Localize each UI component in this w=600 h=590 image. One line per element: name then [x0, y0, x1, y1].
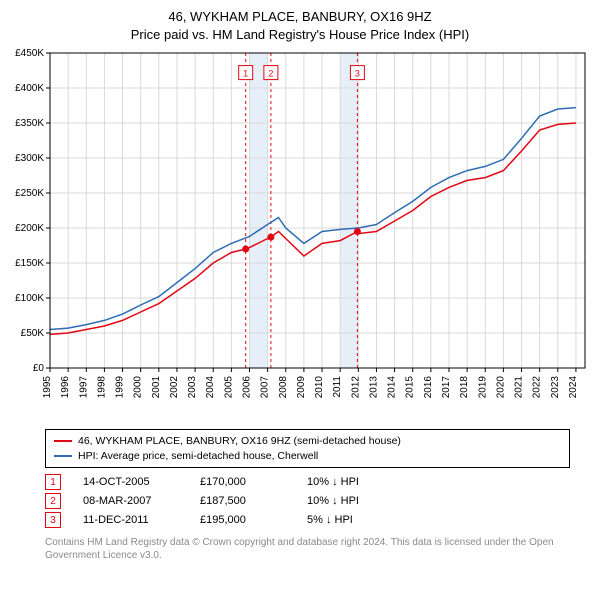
svg-text:1996: 1996 [60, 376, 71, 399]
svg-text:£400K: £400K [15, 83, 44, 94]
svg-text:2002: 2002 [169, 376, 180, 399]
sale-row: 1 14-OCT-2005 £170,000 10% ↓ HPI [45, 474, 570, 490]
line-chart-svg: £0 £50K £100K £150K £200K £250K £300K £350K £400… [0, 43, 600, 423]
sales-list: 1 14-OCT-2005 £170,000 10% ↓ HPI 2 08-MA… [45, 474, 570, 528]
svg-text:2023: 2023 [550, 376, 561, 399]
svg-text:£300K: £300K [15, 153, 44, 164]
svg-text:£150K: £150K [15, 258, 44, 269]
sale-date: 08-MAR-2007 [83, 495, 178, 507]
svg-text:2024: 2024 [568, 376, 579, 399]
legend-label: 46, WYKHAM PLACE, BANBURY, OX16 9HZ (sem… [78, 434, 401, 449]
sale-price: £195,000 [200, 514, 285, 526]
svg-text:£50K: £50K [21, 328, 45, 339]
sale-price: £187,500 [200, 495, 285, 507]
legend: 46, WYKHAM PLACE, BANBURY, OX16 9HZ (sem… [45, 429, 570, 468]
sale-marker: 3 [45, 512, 61, 528]
chart-plot: £0 £50K £100K £150K £200K £250K £300K £350K £400… [0, 43, 600, 423]
legend-item-hpi: HPI: Average price, semi-detached house,… [54, 449, 561, 464]
svg-text:£350K: £350K [15, 118, 44, 129]
svg-text:2012: 2012 [350, 376, 361, 399]
title-line-2: Price paid vs. HM Land Registry's House … [0, 26, 600, 44]
svg-text:2008: 2008 [278, 376, 289, 399]
attribution-text: Contains HM Land Registry data © Crown c… [45, 536, 570, 562]
svg-text:£100K: £100K [15, 293, 44, 304]
sale-row: 2 08-MAR-2007 £187,500 10% ↓ HPI [45, 493, 570, 509]
chart-titles: 46, WYKHAM PLACE, BANBURY, OX16 9HZ Pric… [0, 0, 600, 43]
svg-text:2016: 2016 [423, 376, 434, 399]
svg-text:2011: 2011 [332, 376, 343, 398]
svg-text:2005: 2005 [223, 376, 234, 399]
svg-text:2010: 2010 [314, 376, 325, 399]
svg-text:2022: 2022 [532, 376, 543, 399]
svg-text:2021: 2021 [514, 376, 525, 399]
svg-text:1995: 1995 [42, 376, 53, 399]
sale-row: 3 11-DEC-2011 £195,000 5% ↓ HPI [45, 512, 570, 528]
sale-price: £170,000 [200, 476, 285, 488]
svg-text:2004: 2004 [205, 376, 216, 399]
sale-marker: 1 [45, 474, 61, 490]
svg-text:2003: 2003 [187, 376, 198, 399]
svg-text:2: 2 [268, 69, 273, 79]
svg-text:2019: 2019 [477, 376, 488, 399]
svg-text:2007: 2007 [260, 376, 271, 399]
chart-container: { "title_line1": "46, WYKHAM PLACE, BANB… [0, 0, 600, 562]
sale-date: 11-DEC-2011 [83, 514, 178, 526]
svg-text:2000: 2000 [133, 376, 144, 399]
sale-diff: 10% ↓ HPI [307, 476, 397, 488]
svg-text:£200K: £200K [15, 223, 44, 234]
svg-text:£450K: £450K [15, 48, 44, 59]
svg-text:2020: 2020 [495, 376, 506, 399]
svg-text:2015: 2015 [405, 376, 416, 399]
legend-label: HPI: Average price, semi-detached house,… [78, 449, 318, 464]
legend-swatch [54, 455, 72, 457]
svg-text:1: 1 [243, 69, 248, 79]
svg-text:2001: 2001 [151, 376, 162, 399]
title-line-1: 46, WYKHAM PLACE, BANBURY, OX16 9HZ [0, 8, 600, 26]
svg-text:2013: 2013 [368, 376, 379, 399]
svg-text:3: 3 [355, 69, 360, 79]
svg-text:2014: 2014 [387, 376, 398, 399]
svg-text:2017: 2017 [441, 376, 452, 399]
svg-text:£250K: £250K [15, 188, 44, 199]
legend-item-house: 46, WYKHAM PLACE, BANBURY, OX16 9HZ (sem… [54, 434, 561, 449]
svg-text:2006: 2006 [241, 376, 252, 399]
svg-text:2009: 2009 [296, 376, 307, 399]
svg-text:2018: 2018 [459, 376, 470, 399]
svg-text:£0: £0 [33, 363, 45, 374]
sale-marker: 2 [45, 493, 61, 509]
sale-diff: 5% ↓ HPI [307, 514, 397, 526]
svg-text:1998: 1998 [96, 376, 107, 399]
svg-text:1999: 1999 [115, 376, 126, 399]
sale-diff: 10% ↓ HPI [307, 495, 397, 507]
legend-swatch [54, 440, 72, 442]
svg-text:1997: 1997 [78, 376, 89, 399]
sale-date: 14-OCT-2005 [83, 476, 178, 488]
